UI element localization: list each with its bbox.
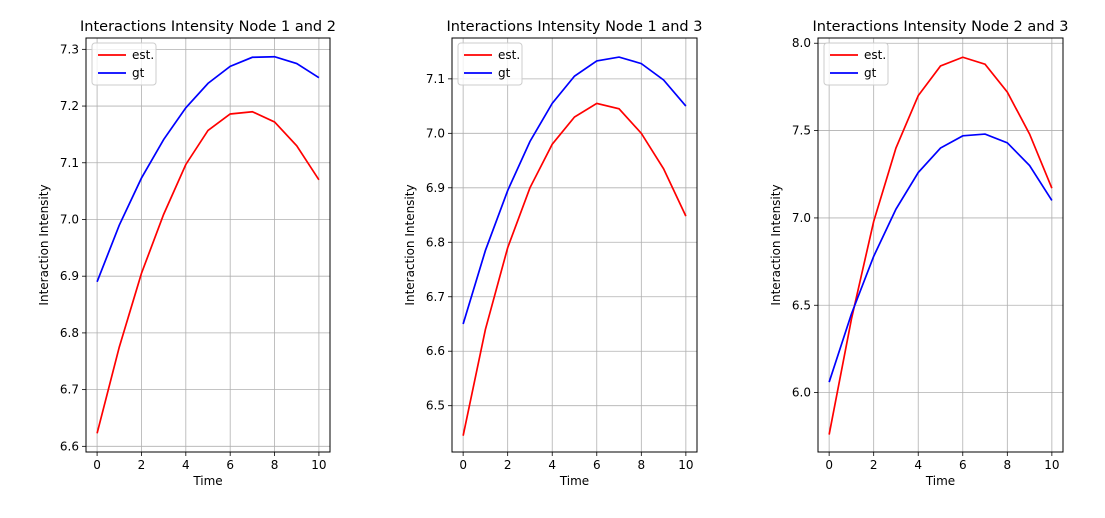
x-tick-label: 6 <box>959 458 967 472</box>
legend-label-gt: gt <box>864 66 877 80</box>
chart-title: Interactions Intensity Node 1 and 2 <box>80 19 336 35</box>
x-tick-label: 4 <box>182 458 190 472</box>
x-tick-label: 8 <box>637 458 645 472</box>
y-tick-label: 7.0 <box>792 211 811 225</box>
y-axis-label: Interaction Intensity <box>769 184 783 305</box>
legend-label-gt: gt <box>132 66 145 80</box>
legend-box <box>823 42 889 86</box>
chart-title: Interactions Intensity Node 1 and 3 <box>447 19 703 35</box>
y-tick-label: 6.7 <box>60 383 79 397</box>
x-tick-label: 2 <box>504 458 512 472</box>
x-tick-label: 8 <box>1003 458 1011 472</box>
x-tick-label: 6 <box>593 458 601 472</box>
y-tick-label: 7.1 <box>426 72 445 86</box>
series-line-gt <box>828 133 1053 383</box>
legend-label-est: est. <box>864 48 886 62</box>
x-tick-label: 8 <box>271 458 279 472</box>
x-tick-label: 2 <box>870 458 878 472</box>
y-tick-label: 7.0 <box>426 126 445 140</box>
y-axis-label: Interaction Intensity <box>37 184 51 305</box>
legend-label-gt: gt <box>498 66 511 80</box>
x-tick-label: 6 <box>226 458 234 472</box>
x-tick-label: 4 <box>548 458 556 472</box>
y-tick-label: 7.3 <box>60 42 79 56</box>
legend-box <box>457 42 523 86</box>
y-tick-label: 7.1 <box>60 156 79 170</box>
y-tick-label: 6.6 <box>426 344 445 358</box>
y-tick-label: 6.8 <box>60 326 79 340</box>
x-tick-label: 0 <box>825 458 833 472</box>
chart-1: 0 2 4 6 8 106.66.76.86.97.07.17.27.3Interacti… <box>37 19 336 488</box>
y-tick-label: 7.0 <box>60 212 79 226</box>
series-line-est <box>828 56 1053 435</box>
y-tick-label: 6.7 <box>426 290 445 304</box>
x-tick-label: 4 <box>914 458 922 472</box>
y-tick-label: 6.6 <box>60 439 79 453</box>
axes-frame <box>85 37 331 453</box>
axes-frame <box>817 37 1064 453</box>
y-tick-label: 6.5 <box>792 298 811 312</box>
legend-label-est: est. <box>132 48 154 62</box>
x-tick-label: 0 <box>93 458 101 472</box>
y-tick-label: 6.9 <box>426 181 445 195</box>
legend-box <box>91 42 157 86</box>
x-axis-label: Time <box>559 474 589 488</box>
y-tick-label: 6.5 <box>426 399 445 413</box>
y-tick-label: 7.2 <box>60 99 79 113</box>
chart-title: Interactions Intensity Node 2 and 3 <box>813 19 1069 35</box>
y-tick-label: 6.9 <box>60 269 79 283</box>
x-axis-label: Time <box>192 474 222 488</box>
axes-frame <box>451 37 698 453</box>
legend-label-est: est. <box>498 48 520 62</box>
series-line-gt <box>96 55 320 283</box>
y-axis-label: Interaction Intensity <box>403 184 417 305</box>
chart-2: 0 2 4 6 8 10 6.5 6.6 6.7 6.8 6.9 7.0 7.1 Interactions… <box>403 19 702 488</box>
x-tick-label: 10 <box>678 458 693 472</box>
x-tick-label: 10 <box>1044 458 1059 472</box>
y-tick-label: 6.0 <box>792 386 811 400</box>
x-axis-label: Time <box>925 474 955 488</box>
x-tick-label: 0 <box>459 458 467 472</box>
y-tick-label: 7.5 <box>792 124 811 138</box>
x-tick-label: 10 <box>311 458 326 472</box>
y-tick-label: 6.8 <box>426 235 445 249</box>
series-line-est <box>96 110 320 434</box>
series-line-est <box>462 102 687 436</box>
x-tick-label: 2 <box>138 458 146 472</box>
series-line-gt <box>462 56 687 325</box>
y-tick-label: 8.0 <box>792 36 811 50</box>
